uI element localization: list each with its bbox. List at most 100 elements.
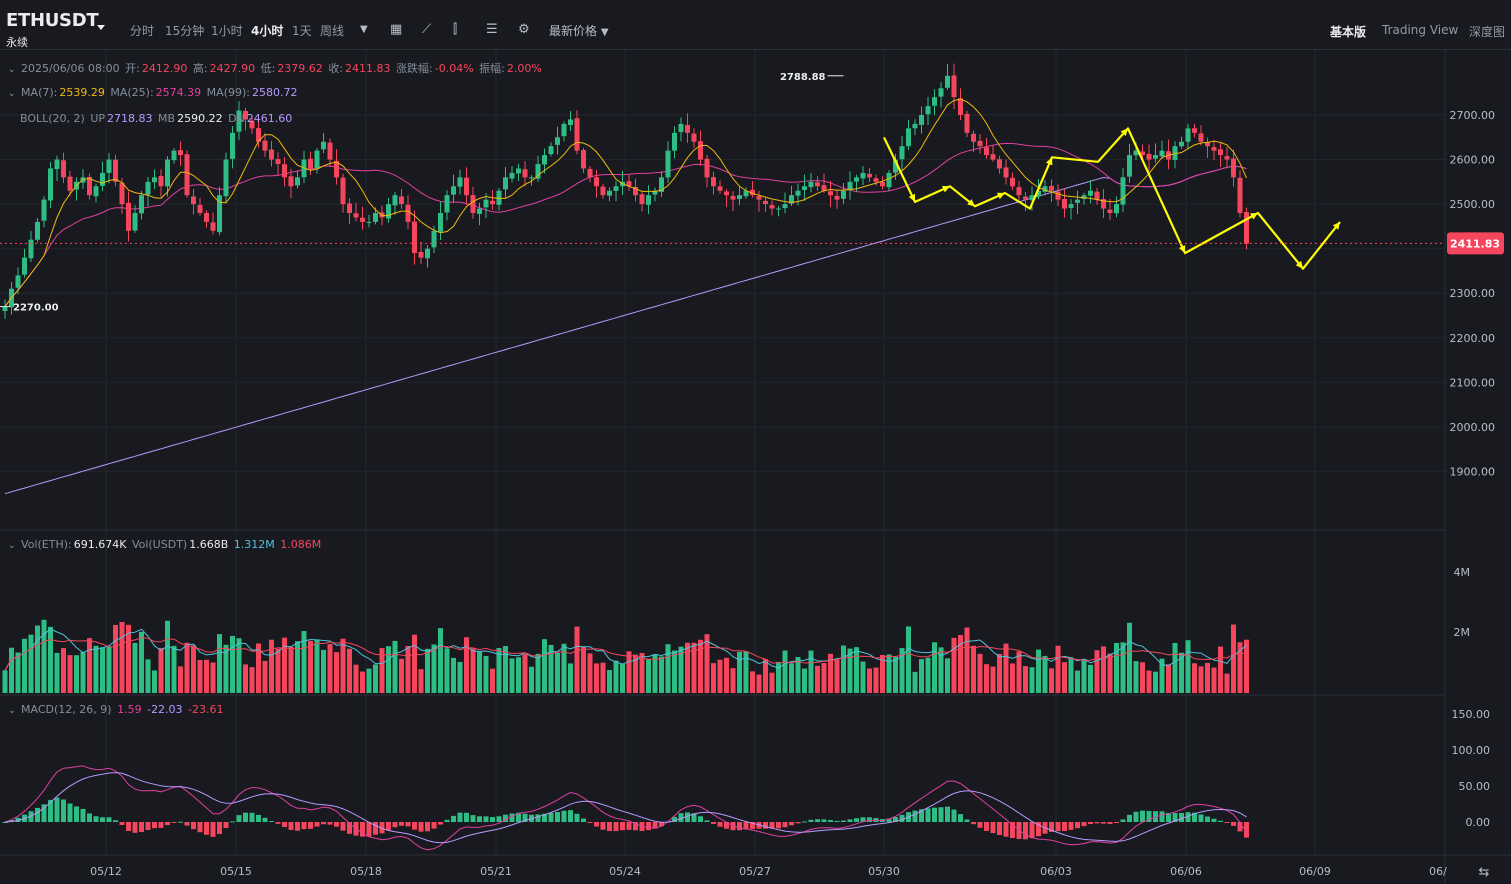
tab-timeframe-line[interactable]: 分时 <box>130 24 155 38</box>
volume-bar <box>87 638 92 693</box>
candle-body <box>1218 149 1223 156</box>
volume-bar <box>522 654 528 693</box>
tab-tradingview[interactable]: Trading View <box>1382 23 1459 37</box>
candle-body <box>873 178 879 182</box>
volume-bar <box>295 641 300 693</box>
symbol-title[interactable]: ETHUSDT <box>6 10 99 31</box>
macd-bar <box>587 822 593 823</box>
chevron-down-icon[interactable]: ⌄ <box>8 89 16 99</box>
candle-body <box>841 190 846 199</box>
candle-body <box>1244 212 1249 244</box>
ma25-label: MA(25): <box>110 86 154 99</box>
volume-bar <box>1010 663 1015 693</box>
volume-bar <box>594 663 599 693</box>
macd-bar <box>548 812 554 822</box>
chevron-down-icon[interactable] <box>97 25 105 30</box>
candle-body <box>516 168 521 174</box>
chevron-down-icon[interactable]: ⌄ <box>8 706 16 716</box>
candle-body <box>412 221 417 254</box>
macd-bar <box>210 822 216 837</box>
candle-body <box>1146 153 1152 160</box>
volume-bar <box>191 645 196 693</box>
volume-bar <box>106 646 112 693</box>
macd-bar <box>782 822 788 828</box>
price-type-select[interactable]: 最新价格 ▼ <box>549 22 609 39</box>
chevron-down-icon[interactable]: ⌄ <box>8 65 16 75</box>
volume-bar <box>529 666 534 693</box>
volume-bar <box>301 630 307 693</box>
candle-body <box>22 257 27 275</box>
macd-bar <box>581 818 586 822</box>
layout-icon[interactable]: ☰ <box>486 22 498 37</box>
candle-body <box>1153 155 1158 159</box>
tab-depth-chart[interactable]: 深度图 <box>1469 25 1506 39</box>
candle-style-icon[interactable]: ⫿ <box>453 22 458 37</box>
macd-bar <box>282 822 287 828</box>
macd-bar <box>1231 822 1236 826</box>
macd-dif-line <box>4 765 1247 851</box>
calendar-icon[interactable]: ▦ <box>390 22 403 37</box>
indicator-icon[interactable]: ⟋ <box>422 22 432 37</box>
macd-bar <box>178 821 183 823</box>
macd-bar <box>93 816 99 822</box>
volume-bar <box>1023 666 1028 693</box>
gear-icon[interactable]: ⚙ <box>518 22 530 37</box>
candle-body <box>1094 191 1100 200</box>
candle-body <box>698 141 703 160</box>
volume-bar <box>756 674 762 693</box>
candle-body <box>925 106 931 115</box>
volume-bar <box>925 657 931 693</box>
tab-timeframe-4h[interactable]: 4小时 <box>251 24 284 38</box>
time-tick-label: 06/09 <box>1299 865 1331 878</box>
candle-body <box>444 195 450 213</box>
volume-bar <box>1205 662 1210 693</box>
candle-body <box>1192 128 1197 133</box>
volume-bar <box>841 645 846 693</box>
low-value: 2379.62 <box>277 62 323 75</box>
more-timeframes-icon[interactable]: ▼ <box>360 24 368 35</box>
tab-basic-view[interactable]: 基本版 <box>1330 25 1367 39</box>
candle-body <box>1237 177 1243 214</box>
tab-timeframe-1w[interactable]: 周线 <box>320 24 345 38</box>
macd-legend: ⌄ MACD(12, 26, 9) 1.59 -22.03 -23.61 <box>8 703 226 716</box>
high-label: 高: <box>192 62 208 75</box>
high-value: 2427.90 <box>209 62 256 75</box>
candle-body <box>828 191 833 196</box>
ohlc-legend: ⌄ 2025/06/06 08:00 开: 2412.90 高: 2427.90 低… <box>8 60 544 76</box>
volume-bar <box>425 648 430 693</box>
candle-body <box>295 177 300 186</box>
volume-bar <box>41 619 47 693</box>
candle-body <box>652 190 658 195</box>
candle-body <box>353 213 359 218</box>
candle-body <box>451 186 456 195</box>
annotation-arrowhead <box>1332 221 1340 230</box>
macd-tick-label: 100.00 <box>1452 744 1491 757</box>
chevron-down-icon[interactable]: ⌄ <box>8 541 16 551</box>
macd-bar <box>821 819 827 822</box>
candle-body <box>1211 147 1217 151</box>
candle-body <box>496 190 502 205</box>
vol-eth-label: Vol(ETH): <box>21 538 72 551</box>
macd-bar <box>600 822 606 830</box>
macd-bar <box>951 809 957 822</box>
tab-timeframe-1d[interactable]: 1天 <box>292 24 312 38</box>
candle-body <box>35 221 40 240</box>
volume-bar <box>334 652 339 693</box>
tab-timeframe-1h[interactable]: 1小时 <box>211 24 243 38</box>
volume-bar <box>977 653 983 693</box>
macd-bar <box>516 812 521 822</box>
volume-bar <box>769 672 775 693</box>
volume-bar <box>431 644 437 693</box>
macd-bar <box>912 810 918 822</box>
tab-timeframe-15m[interactable]: 15分钟 <box>165 24 205 38</box>
candle-body <box>392 195 398 206</box>
volume-bar <box>886 654 892 693</box>
macd-bar <box>321 822 326 825</box>
candle-body <box>776 208 781 210</box>
candle-body <box>1023 196 1028 200</box>
volume-bar <box>1127 622 1132 693</box>
candle-body <box>360 217 365 222</box>
volume-bar <box>568 663 573 693</box>
macd-bar <box>126 822 131 831</box>
